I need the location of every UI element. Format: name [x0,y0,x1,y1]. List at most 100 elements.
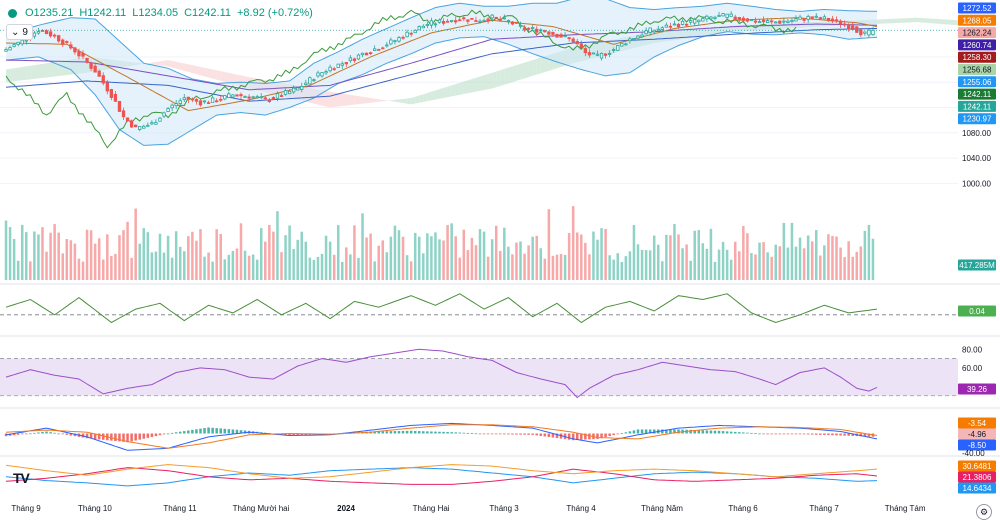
settings-gear-icon[interactable]: ⚙ [976,504,992,520]
macd-hist-bar [632,430,636,434]
volume-bar [827,234,830,280]
macd-hist-bar [778,433,782,435]
candle-body [506,20,511,22]
candle-body [20,39,24,45]
dmi-tag-bg [958,460,996,472]
volume-bar [701,243,705,280]
rsi-band [0,358,958,396]
candle-body [745,18,750,22]
volume-bar [567,232,571,280]
candle-body [97,70,101,77]
bollinger-lower-line [5,31,878,146]
volume-bar [503,227,506,280]
volume-bar [689,260,692,280]
volume-bar [588,254,591,280]
cloud-segment [378,99,383,102]
macd-hist-bar [478,433,482,435]
volume-bar [16,260,20,280]
candle-body [142,125,146,129]
cloud-segment [516,63,521,81]
time-axis-label: Tháng 6 [728,504,758,513]
candle-body [263,97,267,100]
volume-bar [413,232,417,280]
cloud-segment [151,61,156,65]
candle-body [304,82,308,85]
cloud-segment [407,98,412,105]
macd-hist-bar [130,433,133,442]
volume-bar [397,230,401,280]
cloud-segment [945,19,950,25]
macd-hist-bar [588,433,591,440]
candle-body [790,19,794,22]
macd-hist-bar [693,430,696,434]
candle-body [664,24,669,28]
cloud-segment [415,95,420,104]
candle-body [348,57,353,62]
candle-body [300,85,304,90]
candle-body [109,89,114,98]
cloud-segment [431,90,436,101]
macd-hist-bar [499,433,502,435]
macd-hist-bar [458,432,462,434]
cloud-segment [528,60,533,78]
volume-bar [89,230,93,280]
volume-bar [831,235,834,280]
volume-bar [272,231,275,280]
volume-bar [77,258,81,280]
chikou-line [5,9,797,149]
volume-bars [4,206,875,280]
macd-hist-bar [195,429,198,434]
macd-hist-bar [178,431,182,434]
macd-hist-bar [648,429,652,434]
cloud-segment [532,58,537,76]
cloud-segment [200,66,205,77]
tradingview-logo-icon[interactable]: TV [13,470,30,486]
indicators-toggle-button[interactable]: ⌄ 9 [6,24,33,40]
cloud-segment [921,17,926,23]
rsi-tick-label: 60.00 [962,364,983,373]
cloud-segment [159,60,165,66]
volume-bar [600,228,603,280]
cloud-segment [346,94,351,106]
macd-hist-bar [580,433,583,440]
macd-line [5,422,878,451]
volume-bar [85,229,89,280]
macd-hist-bar [69,433,73,436]
candle-body [847,25,851,30]
macd-hist-bar [762,433,765,435]
macd-hist-bar [409,430,413,434]
cloud-segment [419,94,424,103]
cloud-segment [188,64,193,74]
cloud-segment [949,19,954,25]
volume-bar [316,256,320,280]
volume-bar [25,232,28,280]
macd-hist-bar [199,428,202,434]
volume-bar [341,261,344,280]
volume-bar [580,234,583,280]
volume-bar [738,251,741,280]
candles [4,11,875,132]
cloud-segment [496,70,501,88]
volume-bar [835,236,838,280]
macd-hist-bar [300,433,304,436]
volume-bar [547,209,551,280]
volume-bar [280,252,283,280]
cloud-segment [540,56,545,74]
macd-hist-bar [454,432,457,434]
volume-bar [426,233,429,280]
volume-bar [183,251,186,280]
candle-body [834,19,839,22]
candle-body [867,29,871,36]
volume-bar [247,255,251,280]
candle-body [162,112,166,117]
volume-bar [207,252,210,280]
macd-hist-bar [547,433,551,437]
volume-bar [782,222,786,280]
cloud-segment [374,98,379,103]
macd-tag-bg [958,417,996,429]
volume-bar [762,242,765,280]
volume-bar [636,244,640,280]
cloud-segment [10,68,15,82]
